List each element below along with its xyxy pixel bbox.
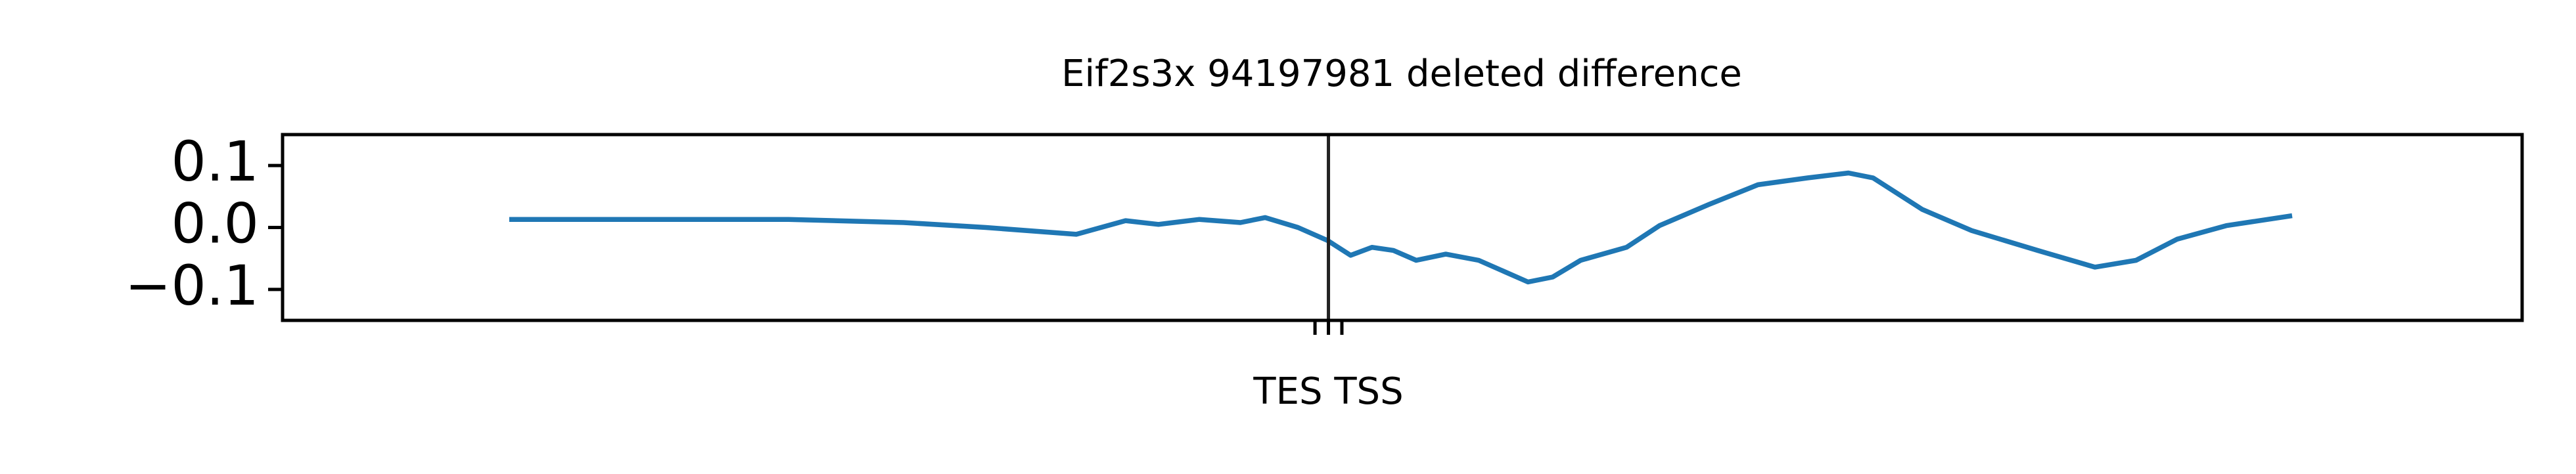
chart-title: Eif2s3x 94197981 deleted difference	[1061, 53, 1742, 95]
y-tick-label: −0.1	[125, 253, 259, 318]
y-tick-label: 0.1	[171, 129, 259, 194]
plot-frame	[281, 133, 2524, 322]
line	[509, 170, 2293, 285]
x-tick-label: TES TSS	[1253, 370, 1403, 413]
y-tick-label: 0.0	[171, 191, 259, 255]
